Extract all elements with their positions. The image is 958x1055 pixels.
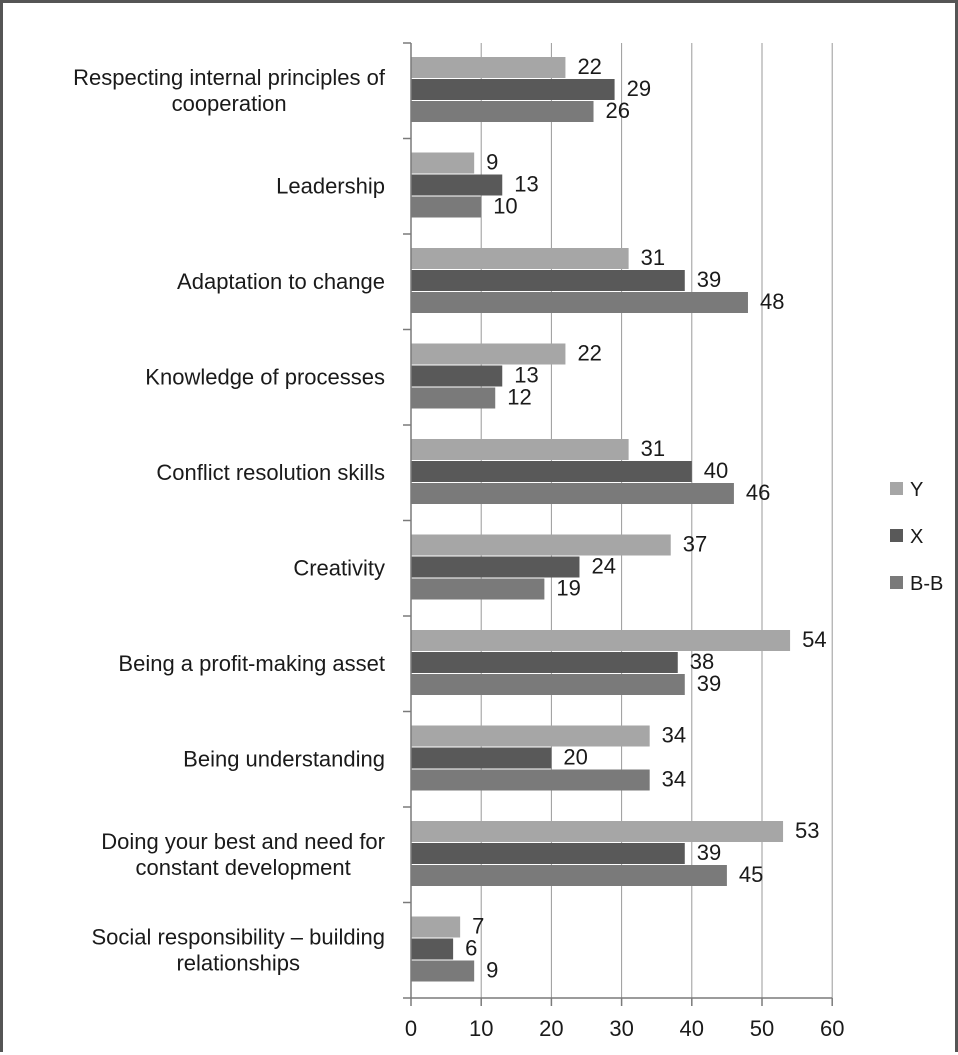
bar-b-b-9 xyxy=(411,960,475,982)
x-tick-label-60: 60 xyxy=(820,1016,844,1041)
bar-b-b-8 xyxy=(411,865,727,886)
value-label-x-3: 13 xyxy=(514,363,538,388)
value-label-b-b-5: 19 xyxy=(556,576,580,601)
bar-b-b-4 xyxy=(411,483,734,504)
bar-x-2 xyxy=(411,270,685,291)
value-label-x-7: 20 xyxy=(563,745,587,770)
x-tick-label-40: 40 xyxy=(680,1016,704,1041)
bar-y-0 xyxy=(411,57,566,78)
value-label-y-5: 37 xyxy=(683,532,707,557)
bar-b-b-6 xyxy=(411,674,685,695)
category-label-2: Adaptation to change xyxy=(177,269,385,294)
bar-x-0 xyxy=(411,79,615,100)
bar-y-5 xyxy=(411,534,671,556)
value-label-y-8: 53 xyxy=(795,818,819,843)
category-label-9-line1: relationships xyxy=(176,950,300,975)
value-label-b-b-9: 9 xyxy=(486,958,498,983)
value-label-x-4: 40 xyxy=(704,458,728,483)
bar-x-3 xyxy=(411,365,503,387)
bar-x-6 xyxy=(411,652,678,673)
value-label-x-1: 13 xyxy=(514,172,538,197)
bar-y-1 xyxy=(411,152,475,174)
value-label-b-b-0: 26 xyxy=(606,98,630,123)
bar-x-1 xyxy=(411,174,503,196)
bar-y-2 xyxy=(411,248,629,269)
category-label-7: Being understanding xyxy=(183,746,385,771)
bar-b-b-3 xyxy=(411,387,496,409)
category-label-9-line0: Social responsibility – building xyxy=(92,924,386,949)
value-label-x-0: 29 xyxy=(627,76,651,101)
category-label-0-line1: cooperation xyxy=(172,91,287,116)
value-label-y-9: 7 xyxy=(472,914,484,939)
value-label-y-4: 31 xyxy=(641,436,665,461)
bar-y-8 xyxy=(411,821,784,842)
value-label-b-b-1: 10 xyxy=(493,194,517,219)
bar-x-8 xyxy=(411,843,685,864)
bar-b-b-7 xyxy=(411,769,650,791)
bar-b-b-5 xyxy=(411,578,545,600)
bar-b-b-2 xyxy=(411,292,748,313)
value-label-y-0: 22 xyxy=(577,54,601,79)
bar-y-9 xyxy=(411,916,461,938)
bar-b-b-1 xyxy=(411,196,482,218)
x-tick-label-10: 10 xyxy=(469,1016,493,1041)
value-label-y-2: 31 xyxy=(641,245,665,270)
value-label-b-b-6: 39 xyxy=(697,671,721,696)
bar-y-7 xyxy=(411,725,650,747)
value-label-x-9: 6 xyxy=(465,936,477,961)
category-label-5: Creativity xyxy=(293,555,385,580)
category-label-6: Being a profit-making asset xyxy=(118,651,385,676)
bar-x-7 xyxy=(411,747,552,769)
value-label-y-3: 22 xyxy=(577,341,601,366)
x-tick-label-30: 30 xyxy=(609,1016,633,1041)
value-label-x-8: 39 xyxy=(697,840,721,865)
value-label-y-1: 9 xyxy=(486,150,498,175)
legend-label-x: X xyxy=(910,526,923,548)
value-label-y-6: 54 xyxy=(802,627,826,652)
bar-x-4 xyxy=(411,461,692,482)
x-tick-label-20: 20 xyxy=(539,1016,563,1041)
legend-label-y: Y xyxy=(910,479,923,501)
value-label-x-5: 24 xyxy=(591,554,615,579)
x-tick-label-0: 0 xyxy=(405,1016,417,1041)
legend-swatch-x xyxy=(890,529,903,542)
bar-y-6 xyxy=(411,630,791,651)
value-label-y-7: 34 xyxy=(662,723,686,748)
category-label-8-line1: constant development xyxy=(135,855,350,880)
category-label-4: Conflict resolution skills xyxy=(156,460,385,485)
value-label-b-b-4: 46 xyxy=(746,480,770,505)
legend-swatch-b-b xyxy=(890,576,903,589)
value-label-x-6: 38 xyxy=(690,649,714,674)
x-tick-label-50: 50 xyxy=(750,1016,774,1041)
value-label-b-b-3: 12 xyxy=(507,385,531,410)
bar-x-5 xyxy=(411,556,580,578)
value-label-x-2: 39 xyxy=(697,267,721,292)
legend-swatch-y xyxy=(890,482,903,495)
category-label-1: Leadership xyxy=(276,173,385,198)
category-label-0-line0: Respecting internal principles of xyxy=(73,65,386,90)
category-label-8-line0: Doing your best and need for xyxy=(101,829,385,854)
bar-x-9 xyxy=(411,938,454,960)
bar-y-3 xyxy=(411,343,566,365)
category-label-3: Knowledge of processes xyxy=(145,364,385,389)
value-label-b-b-8: 45 xyxy=(739,862,763,887)
bar-b-b-0 xyxy=(411,101,594,122)
value-label-b-b-7: 34 xyxy=(662,767,686,792)
legend-label-b-b: B-B xyxy=(910,573,943,595)
bar-y-4 xyxy=(411,439,629,460)
value-label-b-b-2: 48 xyxy=(760,289,784,314)
